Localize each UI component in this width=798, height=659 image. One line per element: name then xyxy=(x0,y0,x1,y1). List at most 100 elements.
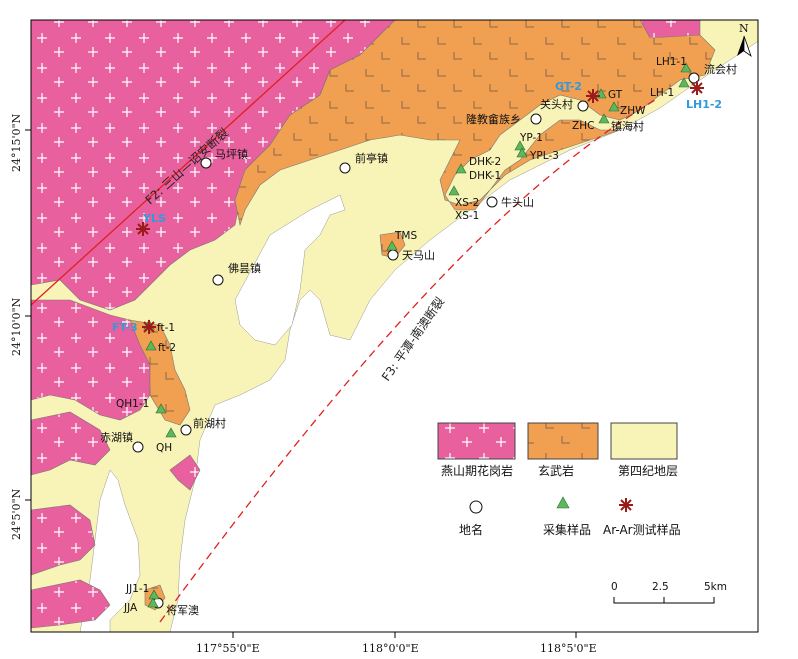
place-jiangjunao: 将军澳 xyxy=(166,604,199,617)
sample-lh1-1: LH1-1 xyxy=(656,56,687,68)
sample-yp1: YP-1 xyxy=(519,132,543,144)
place-tianmashan: 天马山 xyxy=(402,249,435,262)
place-marker xyxy=(387,249,399,261)
place-marker xyxy=(577,100,589,112)
place-marker xyxy=(132,441,144,453)
north-arrow-label: N xyxy=(739,22,749,35)
sample-qh1-1: QH1-1 xyxy=(116,398,149,410)
coord-ticks xyxy=(25,129,577,638)
arar-marker xyxy=(586,89,600,103)
legend-quaternary-label: 第四纪地层 xyxy=(618,464,678,478)
lon-label-00: 118°0'0"E xyxy=(362,642,419,655)
arar-lh1-2: LH1-2 xyxy=(686,98,722,111)
lat-label-10: 24°10'0"N xyxy=(10,297,23,356)
scale-tick-2-5: 2.5 xyxy=(652,581,669,593)
sample-xs1: XS-1 xyxy=(455,210,479,222)
basalt-unit-west xyxy=(129,319,191,426)
legend-arar-marker xyxy=(619,498,633,512)
place-marker xyxy=(339,162,351,174)
granite-unit-coast xyxy=(169,454,201,491)
place-marker xyxy=(688,72,700,84)
arar-marker xyxy=(136,222,150,236)
scale-bar: 0 2.5 5km xyxy=(611,581,727,604)
place-liuhuicun: 流会村 xyxy=(704,62,737,76)
sample-marker xyxy=(516,147,528,158)
sample-marker xyxy=(386,240,398,251)
place-niutoushan: 牛头山 xyxy=(501,195,534,209)
place-qiantingzhen: 前亭镇 xyxy=(355,151,388,165)
place-zhenhaicun: 镇海村 xyxy=(611,119,644,133)
legend-quaternary-swatch xyxy=(610,422,678,460)
sample-ft2: ft-2 xyxy=(158,342,176,354)
sample-marker xyxy=(608,101,620,112)
fault-f2-line xyxy=(31,20,346,306)
sample-marker xyxy=(145,340,157,351)
fault-f3-line xyxy=(159,99,656,623)
legend-place-marker xyxy=(469,500,483,514)
sample-tms: TMS xyxy=(394,230,417,242)
place-names: 马坪镇 前亭镇 佛昙镇 隆教畲族乡 关头村 镇海村 流会村 牛头山 天马山 前湖… xyxy=(100,62,737,617)
legend-arar-label: Ar-Ar测试样品 xyxy=(603,522,681,537)
arar-ft3: FT-3 xyxy=(112,321,138,334)
arar-marker xyxy=(142,320,156,334)
legend-granite-swatch xyxy=(437,422,516,460)
sample-qh: QH xyxy=(156,442,172,454)
sample-xs2: XS-2 xyxy=(455,197,479,209)
sample-marker xyxy=(155,403,167,414)
scale-tick-5: 5km xyxy=(704,581,727,593)
sample-dhk2: DHK-2 xyxy=(469,156,501,168)
sample-jj1-1: JJ1-1 xyxy=(125,583,149,595)
place-chihuzhen: 赤湖镇 xyxy=(100,430,133,444)
place-qianhucun: 前湖村 xyxy=(193,416,226,430)
granite-unit-south1 xyxy=(31,411,111,476)
place-marker xyxy=(486,196,498,208)
arar-samples: GT-2 LH1-2 YLS FT-3 xyxy=(112,80,722,334)
bay xyxy=(234,194,346,346)
sample-ypl3: YPL-3 xyxy=(529,150,559,162)
legend-sample-label: 采集样品 xyxy=(543,522,591,537)
sample-marker xyxy=(678,77,690,88)
legend-basalt-label: 玄武岩 xyxy=(538,463,574,478)
sample-gt: GT xyxy=(608,89,623,101)
sample-marker xyxy=(455,163,467,174)
sample-marker xyxy=(148,589,160,600)
place-mapingzhen: 马坪镇 xyxy=(215,147,248,161)
legend: 燕山期花岗岩 玄武岩 第四纪地层 地名 采集样品 Ar-Ar测试样品 xyxy=(437,422,681,537)
sample-lh-1: LH-1 xyxy=(650,87,674,99)
legend-sample-marker xyxy=(556,496,570,509)
legend-basalt-swatch xyxy=(527,422,599,460)
place-longjiao: 隆教畲族乡 xyxy=(466,112,521,126)
place-guantoucun: 关头村 xyxy=(540,97,573,111)
place-marker xyxy=(212,274,224,286)
place-marker xyxy=(200,157,212,169)
samples: LH1-1 LH-1 GT ZHW ZHC YP-1 YPL-3 DHK-2 D… xyxy=(116,56,692,614)
arar-gt2: GT-2 xyxy=(555,80,582,93)
place-fozezhen: 佛昙镇 xyxy=(228,261,261,275)
granite-unit-southwest xyxy=(31,299,151,421)
legend-granite-label: 燕山期花岗岩 xyxy=(441,463,513,478)
arar-marker xyxy=(690,81,704,95)
sample-marker xyxy=(680,62,692,73)
lon-label-55: 117°55'0"E xyxy=(196,642,260,655)
granite-unit-south3 xyxy=(31,579,111,629)
arar-yls: YLS xyxy=(142,212,166,225)
place-marker xyxy=(180,424,192,436)
sample-marker xyxy=(147,597,159,608)
north-arrow: N xyxy=(737,22,752,58)
sample-marker xyxy=(514,140,526,151)
map-body xyxy=(31,20,758,632)
sample-zhw: ZHW xyxy=(620,105,646,117)
legend-place-label: 地名 xyxy=(459,522,483,537)
sample-ft1: ft-1 xyxy=(157,322,175,334)
lat-label-15: 24°15'0"N xyxy=(10,113,23,172)
lon-label-05: 118°5'0"E xyxy=(540,642,597,655)
north-arrow-icon xyxy=(737,36,744,56)
granite-unit-south2 xyxy=(31,504,96,576)
sample-dhk1: DHK-1 xyxy=(469,170,501,182)
sample-zhc: ZHC xyxy=(572,120,594,132)
sample-marker xyxy=(448,185,460,196)
sample-marker xyxy=(165,427,177,438)
scale-tick-0: 0 xyxy=(611,581,618,593)
sample-jja: JJA xyxy=(123,602,138,614)
